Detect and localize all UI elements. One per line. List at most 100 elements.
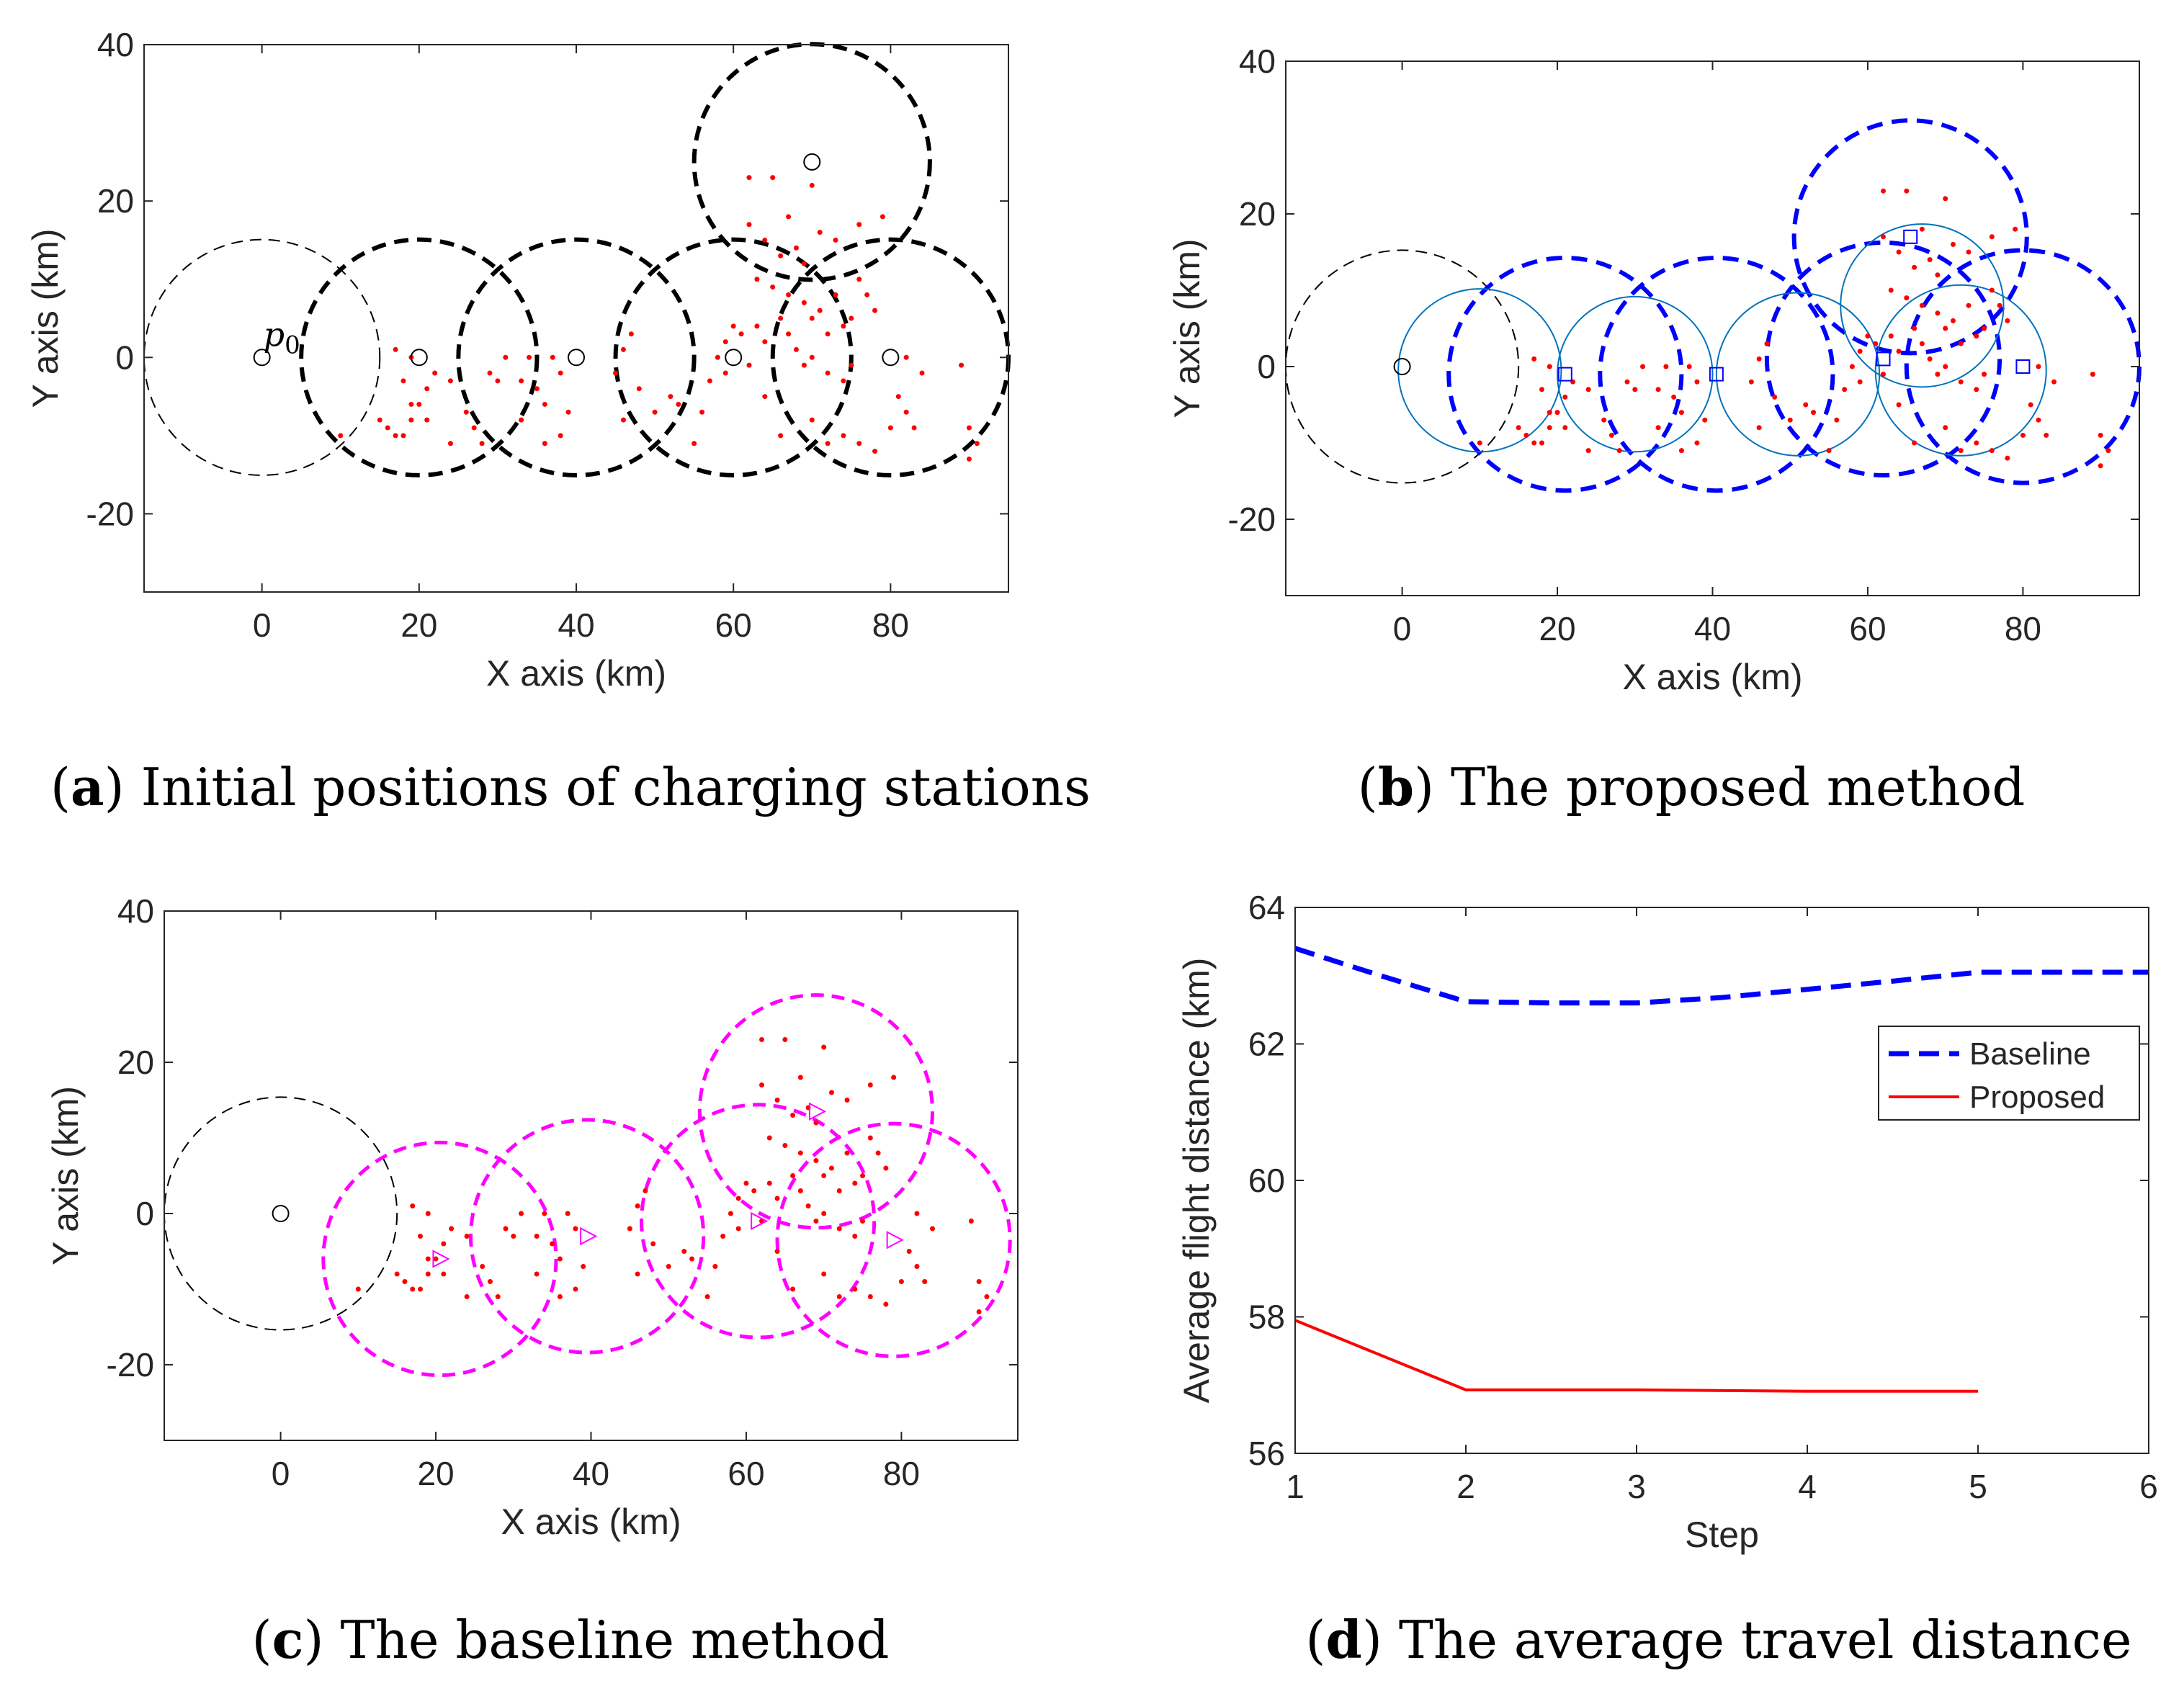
- x-tick-label: 20: [400, 606, 437, 644]
- demand-point: [1989, 448, 1995, 454]
- coverage-circle: [1874, 284, 2047, 457]
- x-tick-label: 60: [1849, 610, 1886, 647]
- demand-point: [534, 1271, 540, 1277]
- demand-point: [793, 245, 799, 251]
- x-axis-label: X axis (km): [1623, 657, 1803, 697]
- demand-point: [2020, 432, 2026, 438]
- y-tick-label: 0: [1257, 348, 1276, 385]
- demand-point: [786, 292, 792, 297]
- demand-point: [1997, 302, 2002, 308]
- demand-point: [503, 354, 509, 360]
- demand-point: [1943, 364, 1948, 369]
- demand-point: [1624, 379, 1630, 385]
- demand-point: [628, 331, 634, 337]
- demand-point: [1849, 364, 1855, 369]
- demand-point: [1896, 349, 1902, 354]
- demand-point: [1834, 417, 1840, 423]
- demand-point: [790, 1173, 796, 1178]
- demand-point: [418, 1286, 423, 1292]
- demand-point: [841, 378, 846, 384]
- demand-point: [903, 354, 909, 360]
- demand-point: [1888, 333, 1894, 339]
- panel-a-demand-points: [338, 175, 980, 462]
- demand-point: [1539, 440, 1544, 446]
- demand-point: [1562, 425, 1568, 431]
- legend-box: [1878, 1026, 2140, 1121]
- demand-point: [821, 1211, 827, 1216]
- demand-point: [519, 1211, 524, 1216]
- y-tick-label: 0: [115, 338, 134, 376]
- demand-point: [836, 1294, 842, 1299]
- p0-annotation: p0: [264, 315, 300, 359]
- demand-point: [984, 1294, 990, 1299]
- demand-point: [534, 1234, 540, 1239]
- demand-point: [565, 1211, 570, 1216]
- station-marker-square: [1557, 367, 1572, 382]
- caption-c-text: The baseline method: [340, 1610, 889, 1670]
- demand-point: [1772, 394, 1778, 400]
- demand-point: [914, 1264, 920, 1269]
- demand-point: [762, 237, 768, 243]
- demand-point: [919, 370, 925, 376]
- coverage-circle: [1791, 118, 2029, 356]
- demand-point: [1912, 264, 1917, 270]
- demand-point: [778, 253, 784, 259]
- demand-point: [550, 1241, 555, 1247]
- demand-point: [432, 370, 438, 376]
- demand-point: [813, 1158, 819, 1163]
- caption-a: (a) Initial positions of charging statio…: [50, 756, 1091, 817]
- demand-point: [1547, 364, 1552, 369]
- legend-label-baseline: Baseline: [1969, 1036, 2091, 1072]
- demand-point: [1935, 272, 1941, 278]
- caption-c: (c) The baseline method: [252, 1609, 890, 1670]
- coverage-circle: [1557, 295, 1714, 453]
- demand-point: [581, 1264, 586, 1269]
- demand-point: [400, 433, 406, 439]
- demand-point: [1857, 379, 1863, 385]
- demand-point: [809, 315, 815, 321]
- demand-point: [849, 362, 854, 368]
- demand-point: [377, 417, 382, 423]
- y-tick-label: 40: [97, 26, 134, 63]
- x-tick-label: 80: [883, 1455, 920, 1492]
- demand-point: [495, 1294, 501, 1299]
- demand-point: [856, 222, 862, 228]
- panel-b-labels: 0 20 40 60 80 -20 0 20 40 X axis (km) Y axis (km): [1167, 42, 2041, 697]
- demand-point: [809, 354, 815, 360]
- coverage-circle: [1446, 256, 1684, 493]
- x-tick-label: 0: [272, 1455, 290, 1492]
- demand-point: [1919, 302, 1925, 308]
- demand-point: [550, 354, 555, 360]
- demand-point: [527, 354, 532, 360]
- demand-point: [746, 362, 752, 368]
- legend-label-proposed: Proposed: [1969, 1080, 2105, 1115]
- demand-point: [805, 1203, 811, 1208]
- panel-d-legend: Baseline Proposed: [1878, 1026, 2140, 1121]
- demand-point: [627, 1226, 632, 1232]
- demand-point: [1989, 287, 1995, 293]
- demand-point: [573, 1226, 578, 1232]
- demand-point: [809, 182, 815, 188]
- demand-point: [1632, 387, 1638, 393]
- demand-point: [400, 378, 406, 384]
- y-tick-label: -20: [107, 1346, 154, 1383]
- demand-point: [974, 441, 980, 447]
- demand-point: [1982, 372, 1987, 377]
- panel-b-chart: 0 20 40 60 80 -20 0 20 40 X axis (km) Y axis (km): [1167, 42, 2142, 697]
- demand-point: [2005, 455, 2010, 461]
- demand-point: [728, 1211, 733, 1216]
- demand-point: [821, 1044, 827, 1050]
- coverage-circle: [1598, 256, 1835, 493]
- demand-point: [355, 1286, 361, 1292]
- demand-point: [1678, 448, 1684, 454]
- demand-point: [770, 284, 776, 290]
- demand-point: [1888, 287, 1894, 293]
- demand-point: [841, 323, 846, 329]
- coverage-circle: [456, 237, 697, 477]
- demand-point: [867, 1294, 873, 1299]
- demand-point: [441, 1271, 447, 1277]
- caption-d: (d) The average travel distance: [1305, 1609, 2131, 1670]
- demand-point: [860, 1173, 866, 1178]
- demand-point: [2036, 364, 2041, 369]
